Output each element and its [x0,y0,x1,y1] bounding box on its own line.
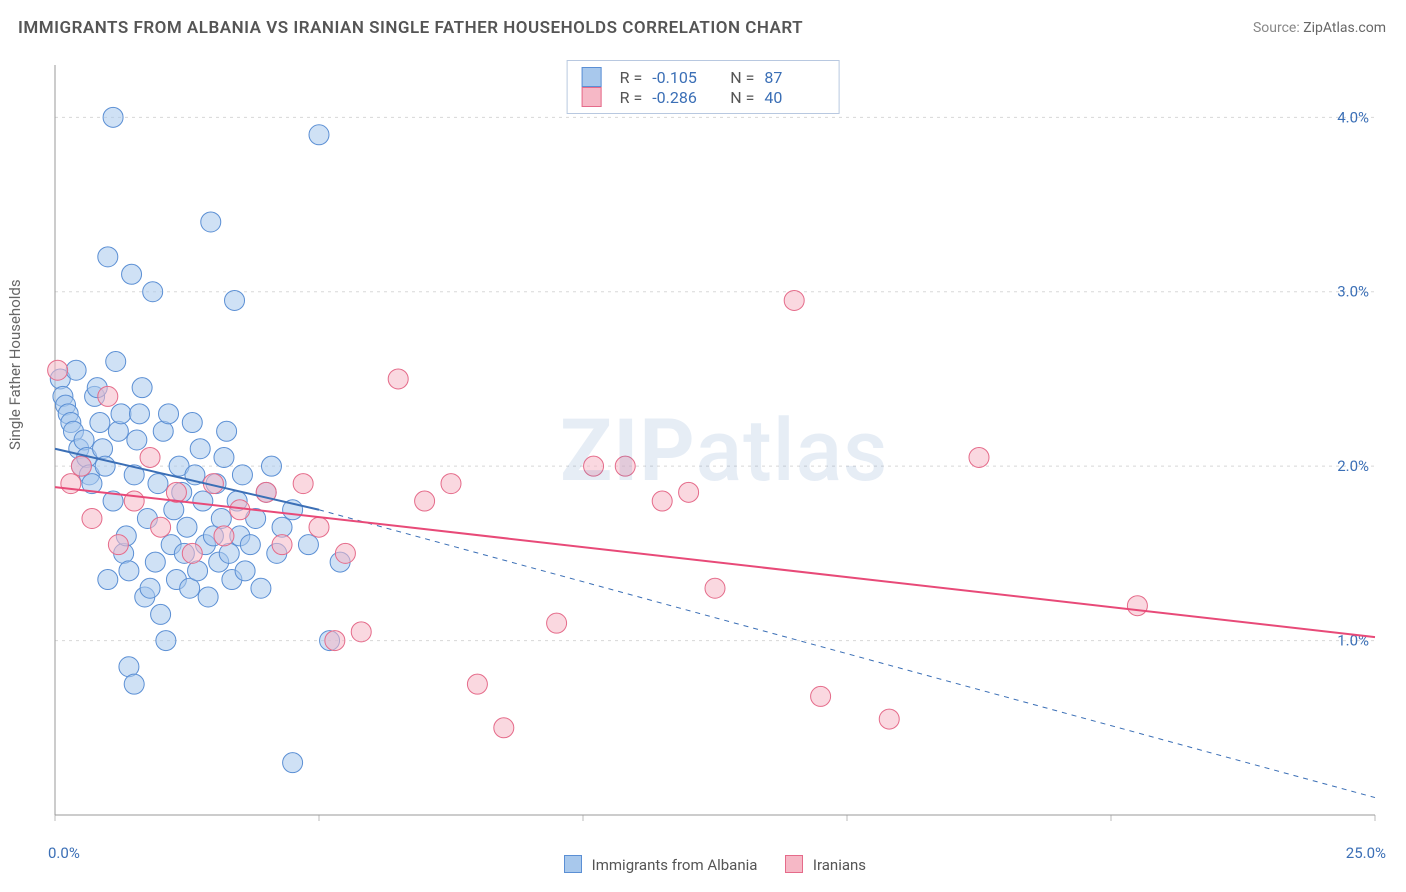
legend-swatch [564,855,582,873]
x-axis-max-label: 25.0% [1346,844,1386,862]
legend-swatch [785,855,803,873]
source-attribution: Source: ZipAtlas.com [1253,20,1386,36]
legend-stats: R = -0.105 N = 87 R = -0.286 N = 40 [567,60,840,114]
n-value: 87 [764,68,824,87]
legend-series: Immigrants from Albania Iranians [0,855,1406,874]
legend-label: Iranians [813,856,866,874]
svg-text:2.0%: 2.0% [1337,457,1369,475]
legend-stats-row: R = -0.105 N = 87 [582,67,825,87]
legend-swatch [582,67,602,87]
legend-swatch [582,87,602,107]
svg-text:4.0%: 4.0% [1337,108,1369,126]
n-label: N = [730,68,754,87]
r-value: -0.286 [652,88,712,107]
r-label: R = [620,68,643,87]
r-value: -0.105 [652,68,712,87]
x-axis-min-label: 0.0% [48,844,80,862]
n-label: N = [730,88,754,107]
n-value: 40 [764,88,824,107]
legend-label: Immigrants from Albania [592,856,758,874]
source-value: ZipAtlas.com [1303,20,1386,36]
chart-container: IMMIGRANTS FROM ALBANIA VS IRANIAN SINGL… [0,0,1406,892]
y-axis-label: Single Father Households [6,279,24,450]
svg-text:3.0%: 3.0% [1337,283,1369,301]
source-label: Source: [1253,20,1300,36]
scatter-chart: 1.0%2.0%3.0%4.0% [45,55,1385,825]
r-label: R = [620,88,643,107]
chart-title: IMMIGRANTS FROM ALBANIA VS IRANIAN SINGL… [18,18,803,38]
legend-stats-row: R = -0.286 N = 40 [582,87,825,107]
